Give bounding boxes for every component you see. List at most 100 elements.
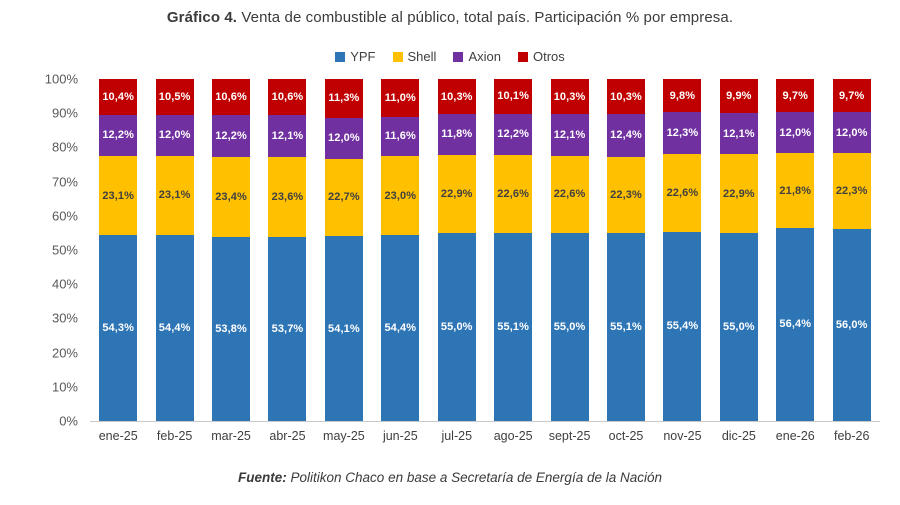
segment-axion: 11,6%	[381, 116, 420, 157]
legend-swatch-otros	[517, 51, 528, 62]
bar-jun-25: 11,0% 11,6% 23,0% 54,4%	[372, 79, 428, 421]
segment-shell: 23,6%	[268, 156, 307, 238]
x-axis-label: feb-25	[156, 429, 193, 443]
segment-shell: 23,1%	[155, 155, 194, 235]
y-axis-tick: 0%	[59, 413, 78, 429]
segment-axion: 12,2%	[494, 113, 533, 156]
y-axis-tick: 90%	[51, 105, 78, 121]
segment-axion: 12,2%	[99, 114, 138, 157]
legend-item-shell: Shell	[392, 49, 436, 64]
segment-axion: 12,1%	[550, 114, 589, 156]
segment-axion: 11,8%	[437, 114, 476, 155]
segment-axion: 12,4%	[607, 114, 645, 157]
segment-ypf: 55,1%	[494, 232, 533, 421]
segment-shell: 23,1%	[99, 156, 138, 236]
plot-area: 10,4% 12,2% 23,1% 54,3% 10,5% 12,0% 23,1% 54,4%…	[90, 79, 880, 443]
segment-ypf: 54,3%	[99, 235, 138, 421]
segment-axion: 12,2%	[212, 115, 251, 157]
x-axis-label: sept-25	[548, 429, 591, 443]
bar-stack: 10,3% 12,1% 22,6% 55,0%	[550, 79, 589, 421]
y-axis-tick: 20%	[51, 345, 78, 361]
y-axis-tick: 50%	[51, 242, 78, 258]
bar-oct-25: 10,3% 12,4% 22,3% 55,1%	[598, 79, 654, 421]
segment-ypf: 55,0%	[550, 232, 589, 421]
segment-shell: 22,9%	[719, 154, 758, 233]
bar-stack: 10,1% 12,2% 22,6% 55,1%	[494, 79, 533, 421]
x-axis-label: ago-25	[493, 429, 533, 443]
y-axis-tick: 30%	[51, 310, 78, 326]
segment-otros: 9,8%	[663, 79, 702, 113]
segment-ypf: 54,1%	[324, 236, 363, 421]
source-note-prefix: Fuente:	[238, 470, 287, 485]
segment-axion: 12,0%	[776, 112, 815, 154]
segment-otros: 10,1%	[494, 79, 533, 114]
y-axis: 100% 90% 80% 70% 60% 50% 40% 30% 20% 10% 0%	[16, 72, 90, 429]
bar-sept-25: 10,3% 12,1% 22,6% 55,0%	[541, 79, 597, 421]
x-axis-label: oct-25	[608, 429, 644, 443]
segment-otros: 11,3%	[324, 79, 363, 118]
legend-label: Otros	[532, 49, 565, 64]
x-axis-label: dic-25	[721, 429, 756, 443]
bar-abr-25: 10,6% 12,1% 23,6% 53,7%	[259, 79, 315, 421]
y-axis-tick: 100%	[44, 71, 78, 87]
legend-label: Axion	[468, 49, 501, 64]
legend-item-otros: Otros	[517, 49, 565, 64]
segment-otros: 11,0%	[381, 79, 420, 117]
x-axis-label: feb-26	[833, 429, 870, 443]
segment-otros: 10,3%	[607, 79, 645, 115]
segment-shell: 22,6%	[550, 155, 589, 233]
bar-stack: 10,3% 11,8% 22,9% 55,0%	[437, 79, 476, 421]
legend-swatch-axion	[453, 51, 464, 62]
segment-ypf: 53,8%	[212, 236, 251, 421]
bar-ene-25: 10,4% 12,2% 23,1% 54,3%	[90, 79, 146, 421]
bar-ago-25: 10,1% 12,2% 22,6% 55,1%	[485, 79, 541, 421]
x-axis-label: ene-25	[98, 429, 138, 443]
segment-axion: 12,0%	[155, 114, 194, 156]
segment-shell: 22,3%	[832, 153, 871, 230]
segment-ypf: 56,0%	[832, 229, 871, 421]
segment-otros: 10,5%	[155, 79, 194, 115]
segment-otros: 9,9%	[719, 79, 758, 113]
segment-otros: 10,6%	[268, 79, 307, 116]
x-axis-label: mar-25	[211, 429, 251, 443]
segment-otros: 10,6%	[212, 79, 251, 116]
bar-nov-25: 9,8% 12,3% 22,6% 55,4%	[654, 79, 710, 421]
legend-item-ypf: YPF	[335, 49, 376, 64]
segment-shell: 22,3%	[607, 156, 645, 233]
chart-title: Gráfico 4. Venta de combustible al públi…	[0, 0, 900, 26]
x-axis-label: jun-25	[382, 429, 418, 443]
segment-otros: 10,4%	[99, 79, 138, 115]
segment-axion: 12,1%	[268, 115, 307, 157]
segment-ypf: 53,7%	[268, 237, 307, 421]
legend-label: YPF	[350, 49, 376, 64]
x-axis-labels: ene-25 feb-25 mar-25 abr-25 may-25 jun-25 jul-…	[90, 429, 880, 443]
chart-title-number: Gráfico 4.	[166, 9, 238, 26]
legend-swatch-ypf	[335, 51, 346, 62]
x-axis-label: nov-25	[663, 429, 702, 443]
segment-shell: 23,0%	[381, 156, 420, 235]
y-axis-tick: 70%	[51, 174, 78, 190]
y-axis-tick: 40%	[51, 276, 78, 292]
bar-feb-25: 10,5% 12,0% 23,1% 54,4%	[146, 79, 202, 421]
segment-axion: 12,3%	[663, 112, 702, 155]
bars-container: 10,4% 12,2% 23,1% 54,3% 10,5% 12,0% 23,1% 54,4%…	[90, 79, 880, 422]
segment-ypf: 55,0%	[437, 232, 476, 421]
source-note-text: Politikon Chaco en base a Secretaría de …	[290, 470, 662, 485]
segment-ypf: 54,4%	[381, 234, 420, 421]
bar-stack: 9,9% 12,1% 22,9% 55,0%	[719, 79, 758, 421]
bar-stack: 10,4% 12,2% 23,1% 54,3%	[99, 79, 138, 421]
segment-ypf: 56,4%	[776, 227, 815, 421]
x-axis-label: may-25	[323, 429, 365, 443]
bar-stack: 10,5% 12,0% 23,1% 54,4%	[155, 79, 194, 421]
bar-may-25: 11,3% 12,0% 22,7% 54,1%	[316, 79, 372, 421]
segment-otros: 10,3%	[437, 79, 476, 115]
segment-ypf: 55,0%	[719, 232, 758, 421]
bar-stack: 10,6% 12,2% 23,4% 53,8%	[212, 79, 251, 421]
chart-title-text: Venta de combustible al público, total p…	[241, 9, 734, 26]
legend-swatch-shell	[392, 51, 403, 62]
bar-dic-25: 9,9% 12,1% 22,9% 55,0%	[711, 79, 767, 421]
segment-shell: 22,6%	[663, 154, 702, 232]
segment-shell: 22,9%	[437, 154, 476, 233]
bar-stack: 11,3% 12,0% 22,7% 54,1%	[324, 79, 363, 421]
segment-shell: 22,6%	[494, 155, 533, 233]
